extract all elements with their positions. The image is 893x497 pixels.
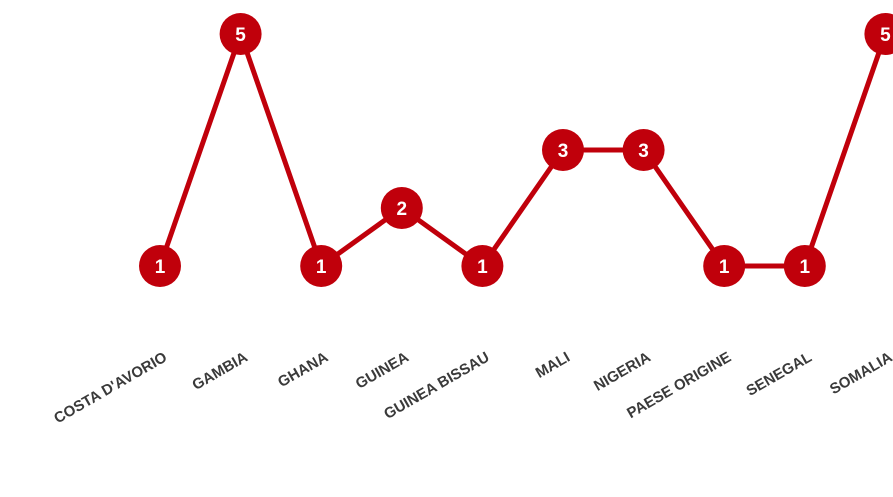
data-point-marker: [461, 245, 504, 287]
series-line: [157, 31, 888, 269]
data-point-marker: [622, 129, 665, 171]
data-point: 2: [380, 187, 423, 229]
data-label: 5: [880, 25, 891, 46]
data-label: 1: [477, 257, 488, 278]
data-point: 1: [703, 245, 746, 287]
data-point-marker: [300, 245, 343, 287]
data-point-marker: [139, 245, 181, 287]
x-tick-label: SOMALIA: [827, 349, 893, 398]
data-point: 1: [461, 245, 504, 287]
series-line-layer: [157, 31, 888, 269]
data-label: 3: [558, 141, 569, 162]
data-label: 3: [638, 141, 649, 162]
data-point: 1: [783, 245, 826, 287]
x-tick-label: NIGERIA: [591, 349, 654, 395]
data-point-marker: [380, 187, 423, 229]
data-label: 1: [155, 257, 166, 278]
data-point: 3: [622, 129, 665, 171]
data-point-marker: [703, 245, 746, 287]
data-label: 2: [397, 199, 408, 220]
data-point: 3: [542, 129, 584, 171]
data-label: 1: [800, 257, 811, 278]
data-point-marker: [219, 13, 262, 55]
x-tick-label: GHANA: [275, 349, 331, 391]
data-point: 1: [139, 245, 181, 287]
x-tick-label: SENEGAL: [743, 349, 814, 400]
data-point: 5: [219, 13, 262, 55]
x-tick-label: GUINEA: [353, 349, 412, 393]
data-point-marker: [542, 129, 584, 171]
x-tick-label: COSTA D'AVORIO: [51, 349, 170, 428]
data-label: 1: [316, 257, 327, 278]
data-label: 1: [719, 257, 730, 278]
data-label: 5: [235, 25, 246, 46]
data-points-layer: 1 5 1 2 1 3 3 1 1 5: [139, 13, 893, 287]
x-tick-label: GAMBIA: [189, 349, 250, 394]
data-point-marker: [864, 13, 893, 55]
data-point: 5: [864, 13, 893, 55]
data-point-marker: [783, 245, 826, 287]
x-tick-label: MALI: [533, 349, 573, 382]
data-point: 1: [300, 245, 343, 287]
